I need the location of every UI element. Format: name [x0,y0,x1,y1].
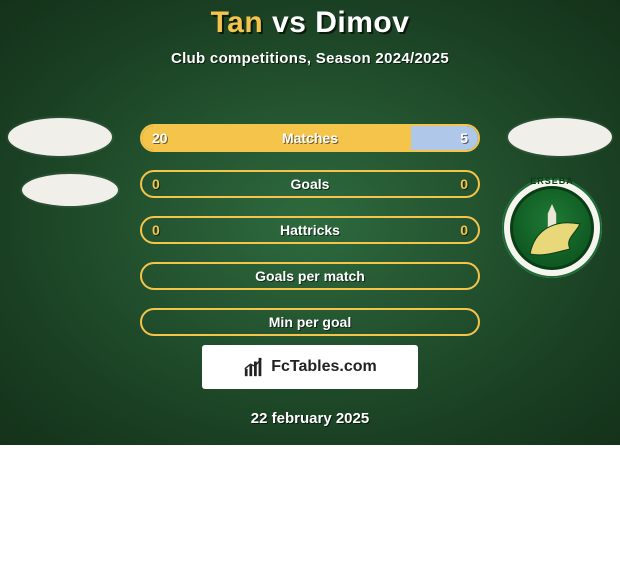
bar-value-left [142,310,162,334]
bar-value-right: 5 [450,126,478,150]
player-b-name: Dimov [315,6,409,39]
card-title: Tan vs Dimov [0,0,620,40]
card-subtitle: Club competitions, Season 2024/2025 [0,50,620,67]
bar-value-left: 0 [142,172,170,196]
player-b-club-badge: ERSEBA [502,178,602,278]
bar-fill-left [142,126,411,150]
bar-value-right: 0 [450,218,478,242]
bar-value-right: 0 [450,172,478,196]
vs-text: vs [272,6,306,39]
chart-icon [243,356,265,378]
badge-crocodile-icon [525,209,585,259]
watermark: FcTables.com [202,345,418,389]
bar-value-left [142,264,162,288]
bar-label: Goals per match [255,268,365,284]
bar-label: Min per goal [269,314,351,330]
player-b-avatar-placeholder [508,118,612,156]
stat-bar: Goals per match [140,262,480,290]
bar-label: Matches [282,130,338,146]
player-a-name: Tan [211,6,264,39]
card-date: 22 february 2025 [0,410,620,427]
bar-value-right [458,264,478,288]
badge-inner [510,186,594,270]
bar-value-right [458,310,478,334]
bar-label: Goals [291,176,330,192]
stat-bar: Min per goal [140,308,480,336]
comparison-card: Tan vs Dimov Club competitions, Season 2… [0,0,620,445]
bar-value-left: 20 [142,126,178,150]
badge-text: ERSEBA [502,176,602,186]
stat-bars: 20 5 Matches 0 0 Goals 0 0 Hattricks Goals per ma… [140,124,480,354]
player-a-club-placeholder [22,174,118,206]
stat-bar: 0 0 Hattricks [140,216,480,244]
stat-bar: 20 5 Matches [140,124,480,152]
stat-bar: 0 0 Goals [140,170,480,198]
watermark-text: FcTables.com [271,358,377,376]
player-a-avatar-placeholder [8,118,112,156]
bar-label: Hattricks [280,222,340,238]
bar-value-left: 0 [142,218,170,242]
